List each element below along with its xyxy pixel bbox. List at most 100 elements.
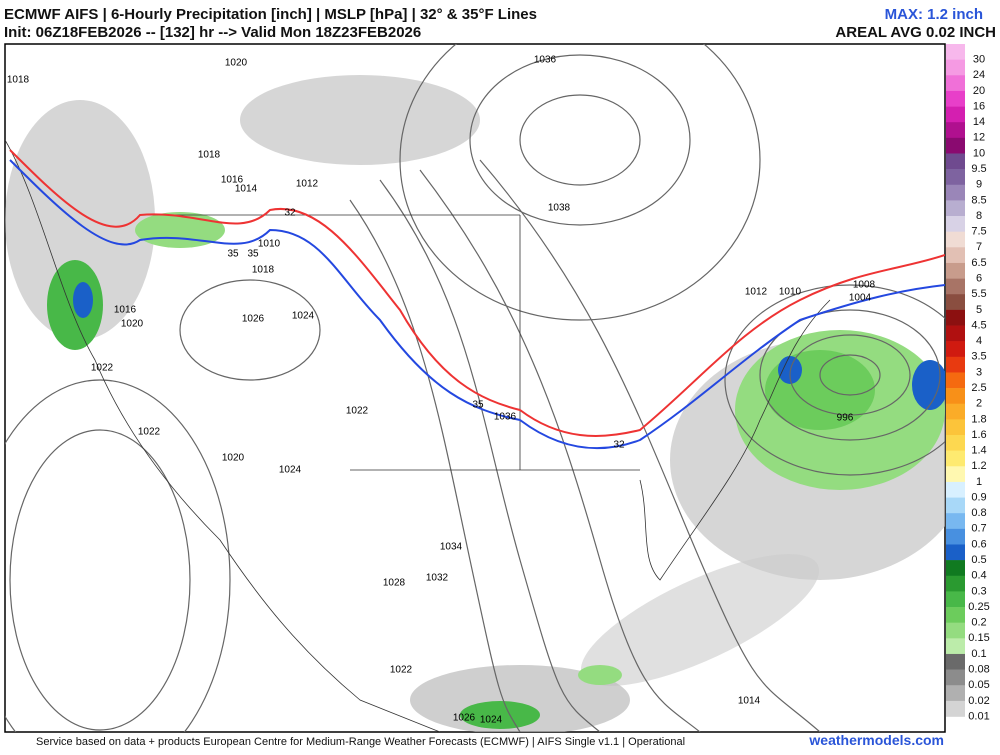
isobar-label: 1014 xyxy=(738,696,761,707)
colorbar-swatch xyxy=(946,497,965,514)
isobar-label: 1038 xyxy=(548,203,571,214)
colorbar-swatch xyxy=(946,481,965,498)
colorbar-swatch xyxy=(946,59,965,76)
colorbar-label: 0.08 xyxy=(968,664,989,676)
colorbar-label: 7.5 xyxy=(971,226,986,238)
isobar-label: 32 xyxy=(613,440,625,451)
colorbar-swatch xyxy=(946,372,965,389)
colorbar-label: 0.02 xyxy=(968,695,989,707)
isobar-label: 996 xyxy=(837,413,854,424)
colorbar-swatch xyxy=(946,247,965,264)
colorbar-label: 30 xyxy=(973,54,985,66)
colorbar-label: 2.5 xyxy=(971,382,986,394)
max-value: MAX: 1.2 inch xyxy=(885,6,983,23)
colorbar-label: 20 xyxy=(973,85,985,97)
subtitle: Init: 06Z18FEB2026 -- [132] hr --> Valid… xyxy=(4,24,421,41)
colorbar-swatch xyxy=(946,544,965,561)
colorbar-swatch xyxy=(946,388,965,405)
colorbar-swatch xyxy=(946,669,965,686)
colorbar-swatch xyxy=(946,575,965,592)
map-field xyxy=(5,44,945,732)
isobar-label: 1012 xyxy=(296,179,319,190)
isobar-label: 35 xyxy=(227,249,239,260)
colorbar-label: 16 xyxy=(973,100,985,112)
colorbar-swatch xyxy=(946,44,965,60)
isobar-label: 1026 xyxy=(242,314,265,325)
map xyxy=(4,43,946,733)
isobar-label: 1016 xyxy=(221,175,244,186)
colorbar-swatch xyxy=(946,153,965,170)
isobar-label: 1018 xyxy=(7,75,30,86)
colorbar-label: 0.4 xyxy=(971,570,986,582)
isobar-label: 1020 xyxy=(222,453,245,464)
isobar-label: 1036 xyxy=(534,55,557,66)
colorbar-swatch xyxy=(946,278,965,295)
colorbar-label: 0.8 xyxy=(971,507,986,519)
colorbar-swatch xyxy=(946,309,965,326)
isobar-label: 1016 xyxy=(114,305,137,316)
colorbar-label: 0.05 xyxy=(968,679,989,691)
colorbar-swatch xyxy=(946,341,965,358)
colorbar-swatch xyxy=(946,653,965,670)
isobar-label: 1028 xyxy=(383,578,406,589)
colorbar-swatch xyxy=(946,419,965,436)
colorbar-swatch xyxy=(946,294,965,311)
colorbar-swatch xyxy=(946,607,965,623)
colorbar-swatch xyxy=(946,90,965,107)
colorbar-label: 5 xyxy=(976,304,982,316)
isobar-label: 1018 xyxy=(198,150,221,161)
colorbar-label: 12 xyxy=(973,132,985,144)
colorbar-label: 1.4 xyxy=(971,445,986,457)
isobar-label: 1024 xyxy=(279,465,302,476)
colorbar-swatch xyxy=(946,106,965,123)
footer-site[interactable]: weathermodels.com xyxy=(808,732,944,748)
isobar-label: 1036 xyxy=(494,412,517,423)
isobar-label: 1022 xyxy=(346,406,369,417)
colorbar-swatch xyxy=(946,356,965,373)
colorbar: 302420161412109.598.587.576.565.554.543.… xyxy=(946,44,990,722)
colorbar-swatch xyxy=(946,685,965,702)
isobar-label: 32 xyxy=(284,208,296,219)
colorbar-swatch xyxy=(946,184,965,201)
colorbar-swatch xyxy=(946,435,965,451)
isobar-label: 1018 xyxy=(252,265,275,276)
isobar-label: 1034 xyxy=(440,542,463,553)
isobar-label: 1024 xyxy=(480,715,503,726)
isobar-label: 1014 xyxy=(235,184,258,195)
colorbar-swatch xyxy=(946,638,965,655)
colorbar-swatch xyxy=(946,591,965,608)
colorbar-swatch xyxy=(946,262,965,279)
colorbar-label: 0.1 xyxy=(971,648,986,660)
colorbar-swatch xyxy=(946,216,965,232)
isobar-label: 35 xyxy=(247,249,259,260)
isobar-label: 1010 xyxy=(779,287,802,298)
colorbar-swatch xyxy=(946,528,965,545)
isobar-label: 1022 xyxy=(390,665,413,676)
colorbar-swatch xyxy=(946,325,965,342)
isobar-label: 1012 xyxy=(745,287,768,298)
colorbar-swatch xyxy=(946,622,965,639)
isobar-label: 1020 xyxy=(121,319,144,330)
colorbar-swatch xyxy=(946,403,965,420)
colorbar-label: 24 xyxy=(973,69,985,81)
colorbar-label: 0.9 xyxy=(971,491,986,503)
colorbar-swatch xyxy=(946,75,965,92)
colorbar-label: 6.5 xyxy=(971,257,986,269)
colorbar-swatch xyxy=(946,122,965,139)
colorbar-swatch xyxy=(946,513,965,530)
colorbar-label: 0.7 xyxy=(971,523,986,535)
isobar-label: 1032 xyxy=(426,573,449,584)
colorbar-label: 0.25 xyxy=(968,601,989,613)
colorbar-label: 6 xyxy=(976,273,982,285)
colorbar-label: 9.5 xyxy=(971,163,986,175)
colorbar-label: 7 xyxy=(976,241,982,253)
colorbar-label: 0.01 xyxy=(968,710,989,722)
isobar-label: 35 xyxy=(472,400,484,411)
isobar-label: 1010 xyxy=(258,239,281,250)
colorbar-label: 0.15 xyxy=(968,632,989,644)
isobar-label: 1024 xyxy=(292,311,315,322)
colorbar-label: 14 xyxy=(973,116,985,128)
footer-credit: Service based on data + products Europea… xyxy=(36,736,685,748)
